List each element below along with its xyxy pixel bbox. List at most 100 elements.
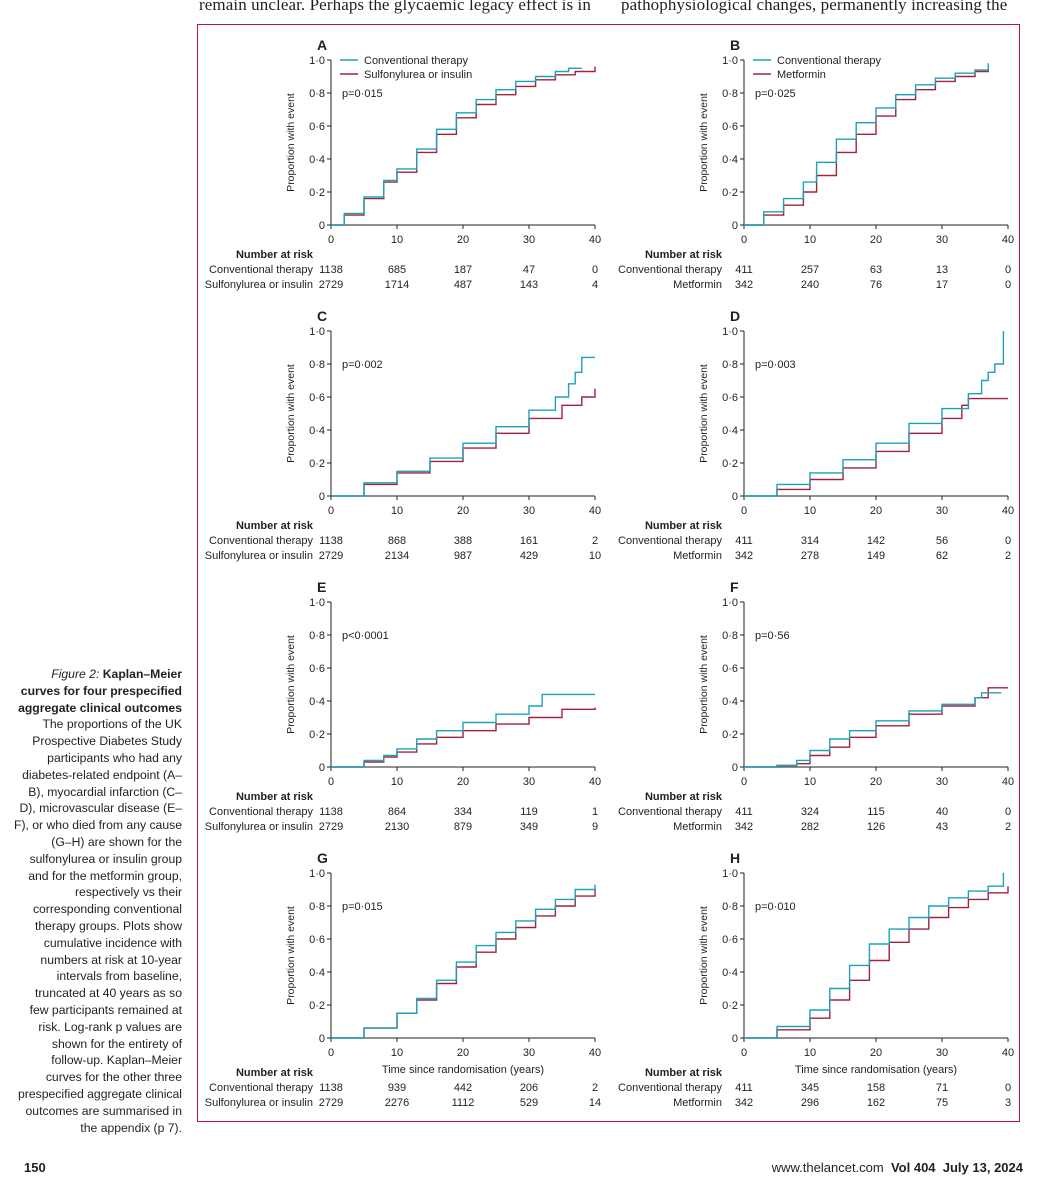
risk-row-label: Sulfonylurea or insulin xyxy=(205,550,313,562)
x-tick-label: 40 xyxy=(1002,1047,1014,1059)
risk-count: 314 xyxy=(801,535,819,547)
y-tick-label: 0·6 xyxy=(722,934,738,946)
y-axis-label: Proportion with event xyxy=(698,93,710,192)
risk-count: 411 xyxy=(735,806,753,818)
risk-count: 345 xyxy=(801,1082,819,1094)
x-tick-label: 0 xyxy=(328,1047,334,1059)
p-value: p=0·025 xyxy=(755,88,796,100)
risk-count: 161 xyxy=(520,535,538,547)
series-line-conventional xyxy=(331,884,596,1039)
series-line-conventional xyxy=(331,693,595,768)
x-tick-label: 30 xyxy=(936,234,948,246)
footer-journal: www.thelancet.com xyxy=(771,1160,884,1175)
y-tick-label: 0·2 xyxy=(309,729,325,741)
panel-letter: B xyxy=(730,37,740,53)
y-tick-label: 1·0 xyxy=(722,55,738,67)
risk-count: 342 xyxy=(735,821,753,833)
y-tick-label: 0·2 xyxy=(309,1000,325,1012)
x-tick-label: 20 xyxy=(870,1047,882,1059)
y-axis-label: Proportion with event xyxy=(285,364,297,463)
panel-e: E 0 0·2 0·4 0·6 0·8 1·0 0 10 20 30 40 Proportion wit… xyxy=(205,579,601,833)
y-tick-label: 0·8 xyxy=(309,901,325,913)
y-axis-label: Proportion with event xyxy=(698,364,710,463)
caption-body: The proportions of the UK Prospective Di… xyxy=(14,717,182,1135)
risk-count: 47 xyxy=(523,264,535,276)
y-tick-label: 0·4 xyxy=(722,154,738,166)
risk-count: 115 xyxy=(867,806,885,818)
y-tick-label: 0·6 xyxy=(309,121,325,133)
series-line-conventional xyxy=(331,67,582,226)
x-tick-label: 40 xyxy=(589,1047,601,1059)
y-tick-label: 0·6 xyxy=(722,663,738,675)
risk-row-label: Conventional therapy xyxy=(209,1082,313,1094)
risk-row-label: Conventional therapy xyxy=(618,806,722,818)
y-tick-label: 1·0 xyxy=(722,868,738,880)
risk-row-label: Metformin xyxy=(673,821,722,833)
y-tick-label: 1·0 xyxy=(722,597,738,609)
footer-date: July 13, 2024 xyxy=(942,1160,1023,1175)
y-axis-label: Proportion with event xyxy=(698,906,710,1005)
risk-row-label: Metformin xyxy=(673,550,722,562)
x-tick-label: 40 xyxy=(1002,234,1014,246)
y-tick-label: 0 xyxy=(732,491,738,503)
y-tick-label: 0 xyxy=(732,1033,738,1045)
y-tick-label: 0·8 xyxy=(309,88,325,100)
risk-table-title: Number at risk xyxy=(645,1067,723,1079)
risk-count: 296 xyxy=(801,1097,819,1109)
risk-row-label: Sulfonylurea or insulin xyxy=(205,1097,313,1109)
risk-row-label: Conventional therapy xyxy=(618,1082,722,1094)
risk-count: 429 xyxy=(520,550,538,562)
column-text-right: pathophysiological changes, permanently … xyxy=(621,0,1008,14)
x-tick-label: 0 xyxy=(328,505,334,517)
risk-row-label: Conventional therapy xyxy=(209,264,313,276)
legend-label: Sulfonylurea or insulin xyxy=(364,69,472,81)
risk-count: 2 xyxy=(592,1082,598,1094)
panel-letter: D xyxy=(730,308,740,324)
y-tick-label: 0·4 xyxy=(722,967,738,979)
x-tick-label: 0 xyxy=(741,1047,747,1059)
risk-table-title: Number at risk xyxy=(645,249,723,261)
x-tick-label: 40 xyxy=(589,776,601,788)
risk-count: 206 xyxy=(520,1082,538,1094)
risk-table-title: Number at risk xyxy=(645,520,723,532)
risk-row-label: Conventional therapy xyxy=(209,535,313,547)
p-value: p=0·003 xyxy=(755,359,796,371)
x-tick-label: 30 xyxy=(523,776,535,788)
risk-count: 2729 xyxy=(319,821,343,833)
risk-count: 2134 xyxy=(385,550,409,562)
risk-table-title: Number at risk xyxy=(236,1067,314,1079)
x-tick-label: 40 xyxy=(589,505,601,517)
risk-count: 0 xyxy=(1005,1082,1011,1094)
y-tick-label: 0 xyxy=(732,762,738,774)
x-tick-label: 20 xyxy=(870,776,882,788)
x-tick-label: 20 xyxy=(457,505,469,517)
risk-count: 71 xyxy=(936,1082,948,1094)
series-line-conventional xyxy=(331,356,595,497)
risk-count: 257 xyxy=(801,264,819,276)
panel-letter: E xyxy=(317,579,326,595)
x-tick-label: 20 xyxy=(870,234,882,246)
x-tick-label: 40 xyxy=(1002,776,1014,788)
risk-count: 56 xyxy=(936,535,948,547)
y-tick-label: 0·4 xyxy=(309,696,325,708)
x-tick-label: 20 xyxy=(870,505,882,517)
risk-count: 2729 xyxy=(319,279,343,291)
risk-count: 62 xyxy=(936,550,948,562)
x-tick-label: 0 xyxy=(741,234,747,246)
p-value: p=0·002 xyxy=(342,359,383,371)
risk-count: 334 xyxy=(454,806,472,818)
risk-row-label: Sulfonylurea or insulin xyxy=(205,279,313,291)
y-tick-label: 0·8 xyxy=(722,901,738,913)
risk-table-title: Number at risk xyxy=(236,791,314,803)
x-tick-label: 20 xyxy=(457,776,469,788)
risk-count: 63 xyxy=(870,264,882,276)
x-tick-label: 30 xyxy=(523,1047,535,1059)
risk-count: 342 xyxy=(735,550,753,562)
y-tick-label: 0·6 xyxy=(309,663,325,675)
risk-count: 0 xyxy=(592,264,598,276)
x-tick-label: 10 xyxy=(391,505,403,517)
y-tick-label: 0·6 xyxy=(309,934,325,946)
x-tick-label: 0 xyxy=(741,505,747,517)
panel-letter: F xyxy=(730,579,739,595)
